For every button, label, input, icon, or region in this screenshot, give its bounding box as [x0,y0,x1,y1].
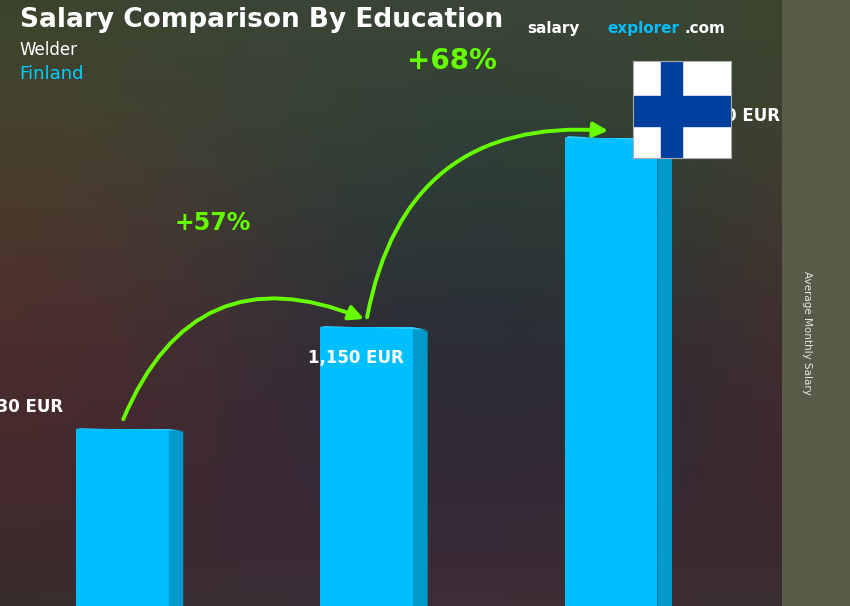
Text: +68%: +68% [407,47,497,75]
Bar [320,327,413,606]
Text: Welder: Welder [20,41,77,59]
Polygon shape [168,429,184,606]
Bar [660,61,682,158]
Polygon shape [76,428,184,431]
Text: Average Monthly Salary: Average Monthly Salary [802,271,812,395]
Bar [564,138,657,606]
Text: Finland: Finland [20,65,84,84]
Polygon shape [413,327,428,606]
Text: 730 EUR: 730 EUR [0,398,64,416]
Bar [633,96,731,125]
Text: Salary Comparison By Education: Salary Comparison By Education [20,7,502,33]
Polygon shape [657,138,672,606]
Text: 1,930 EUR: 1,930 EUR [684,107,780,125]
Polygon shape [564,136,672,142]
Text: salary: salary [527,21,580,36]
Text: +57%: +57% [174,211,251,235]
Bar [0,0,782,48]
Text: .com: .com [684,21,725,36]
Text: explorer: explorer [608,21,680,36]
Polygon shape [320,326,428,330]
Bar [76,429,168,606]
Text: 1,150 EUR: 1,150 EUR [308,349,404,367]
